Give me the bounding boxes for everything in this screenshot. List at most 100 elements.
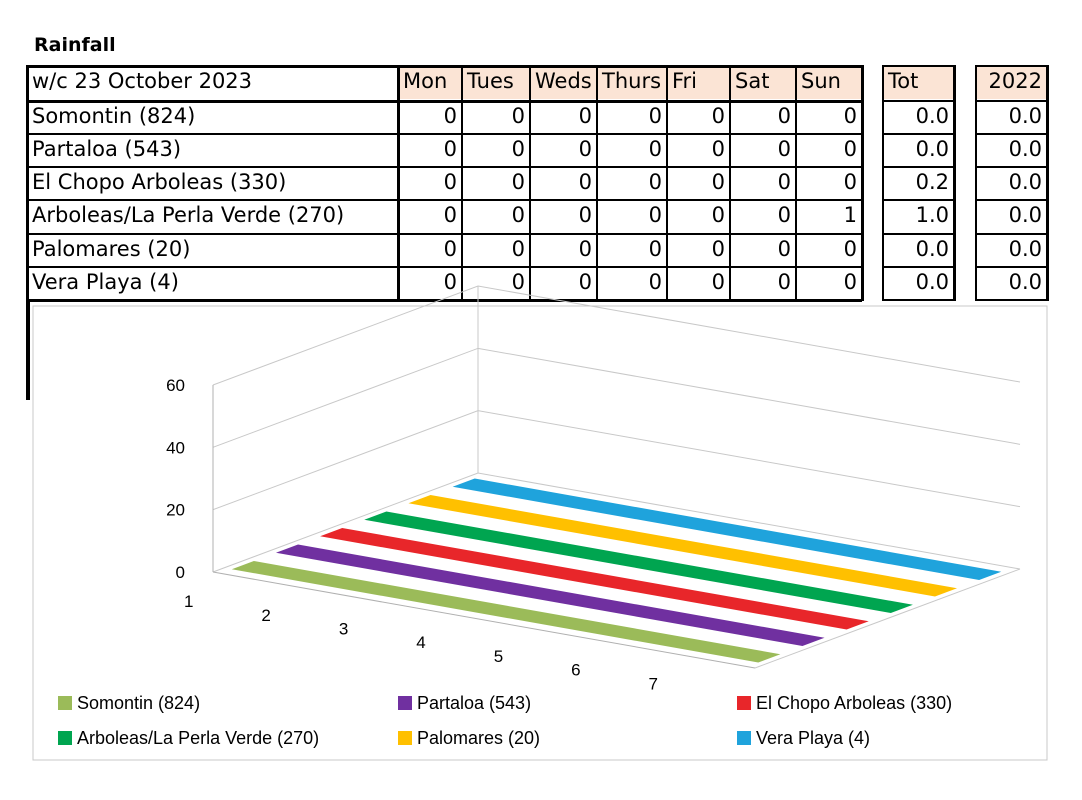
- legend-label: Vera Playa (4): [756, 728, 870, 748]
- table-row-line: [976, 166, 1047, 168]
- table-cell-value: 0: [711, 170, 725, 194]
- table-row-line: [883, 233, 954, 235]
- table-col-line: [26, 65, 29, 301]
- x-tick-label: 4: [416, 633, 425, 652]
- depth-axis-line: [754, 568, 1021, 669]
- table-cell-tot: 0.0: [915, 237, 949, 261]
- table-cell-value: 0: [578, 137, 592, 161]
- table-row-line: [27, 100, 862, 103]
- table-header-week: w/c 23 October 2023: [32, 69, 253, 93]
- table-cell-value: 0: [711, 237, 725, 261]
- table-row-line: [27, 199, 862, 201]
- y-tick-label: 60: [166, 376, 185, 395]
- table-cell-value: 0: [648, 170, 662, 194]
- table-cell-tot: 0.0: [915, 104, 949, 128]
- table-cell-value: 0: [443, 237, 457, 261]
- table-row-line: [883, 299, 954, 301]
- table-cell-value: 0: [777, 270, 791, 294]
- table-cell-tot: 0.2: [915, 170, 949, 194]
- table-cell-value: 0: [578, 270, 592, 294]
- table-row-line: [883, 100, 954, 102]
- table-row-station: Somontin (824): [32, 104, 196, 128]
- table-row-line: [27, 266, 862, 268]
- table-row-line: [976, 233, 1047, 235]
- table-header-day: Weds: [530, 66, 597, 99]
- table-row-line: [883, 133, 954, 135]
- table-col-line: [529, 65, 531, 301]
- table-row-station: Vera Playa (4): [32, 270, 179, 294]
- table-header-day: Tues: [462, 66, 530, 99]
- table-row-line: [883, 266, 954, 268]
- table-row-line: [883, 65, 954, 67]
- x-tick-label: 2: [261, 606, 270, 625]
- table-row-line: [976, 266, 1047, 268]
- table-row-station: Partaloa (543): [32, 137, 182, 161]
- table-header-tot: Tot: [883, 66, 954, 99]
- legend-label: Palomares (20): [417, 728, 540, 748]
- series-ribbon: [364, 511, 913, 614]
- table-row-line: [27, 65, 862, 68]
- table-row-line: [976, 100, 1047, 102]
- legend-swatch: [398, 696, 412, 710]
- table-cell-value: 0: [777, 237, 791, 261]
- table-cell-2022: 0.0: [1008, 203, 1042, 227]
- table-row-station: Arboleas/La Perla Verde (270): [32, 203, 345, 227]
- table-row-line: [976, 199, 1047, 201]
- y-tick-label: 0: [176, 563, 185, 582]
- legend-label: Arboleas/La Perla Verde (270): [77, 728, 319, 748]
- legend-swatch: [398, 731, 412, 745]
- x-tick-label: 3: [339, 620, 348, 639]
- table-cell-value: 0: [843, 104, 857, 128]
- table-cell-value: 0: [843, 170, 857, 194]
- table-row-line: [883, 199, 954, 201]
- legend-swatch: [737, 731, 751, 745]
- table-row-line: [27, 133, 862, 135]
- table-col-line: [729, 65, 731, 301]
- table-cell-tot: 0.0: [915, 137, 949, 161]
- legend-label: Somontin (824): [77, 693, 200, 713]
- table-header-day: Fri: [667, 66, 730, 99]
- series-ribbon: [320, 527, 869, 630]
- table-row-line: [27, 299, 862, 302]
- table-cell-value: 0: [648, 237, 662, 261]
- table-header-day: Sat: [730, 66, 796, 99]
- chart-frame: [32, 305, 1048, 761]
- table-cell-value: 0: [648, 137, 662, 161]
- x-tick-label: 7: [649, 674, 658, 693]
- table-cell-value: 0: [777, 203, 791, 227]
- table-cell-value: 0: [711, 270, 725, 294]
- series-ribbon: [408, 494, 958, 597]
- table-cell-value: 0: [648, 270, 662, 294]
- table-cell-value: 0: [843, 137, 857, 161]
- table-row-line: [883, 166, 954, 168]
- table-cell-2022: 0.0: [1008, 270, 1042, 294]
- x-tick-label: 6: [571, 661, 580, 680]
- table-row-line: [27, 166, 862, 168]
- page-title: Rainfall: [34, 34, 116, 56]
- series-ribbon: [231, 560, 781, 663]
- table-row-station: El Chopo Arboleas (330): [32, 170, 287, 194]
- table-col-line: [397, 65, 400, 301]
- table-cell-value: 0: [843, 237, 857, 261]
- table-cell-2022: 0.0: [1008, 137, 1042, 161]
- table-cell-value: 0: [648, 203, 662, 227]
- table-col-line: [461, 65, 463, 301]
- table-row-line: [976, 299, 1047, 301]
- table-cell-value: 0: [578, 203, 592, 227]
- series-ribbon: [452, 478, 1002, 581]
- table-header-day: Thurs: [597, 66, 667, 99]
- table-cell-2022: 0.0: [1008, 104, 1042, 128]
- y-tick-label: 20: [166, 501, 185, 520]
- table-cell-value: 0: [711, 104, 725, 128]
- table-col-line: [26, 300, 30, 400]
- table-col-line: [861, 65, 864, 301]
- table-cell-value: 1: [843, 203, 857, 227]
- table-cell-value: 0: [443, 270, 457, 294]
- table-cell-value: 0: [511, 170, 525, 194]
- table-cell-value: 0: [777, 137, 791, 161]
- table-col-line: [1046, 65, 1049, 301]
- table-cell-value: 0: [578, 237, 592, 261]
- table-cell-value: 0: [578, 170, 592, 194]
- table-row-line: [976, 65, 1047, 67]
